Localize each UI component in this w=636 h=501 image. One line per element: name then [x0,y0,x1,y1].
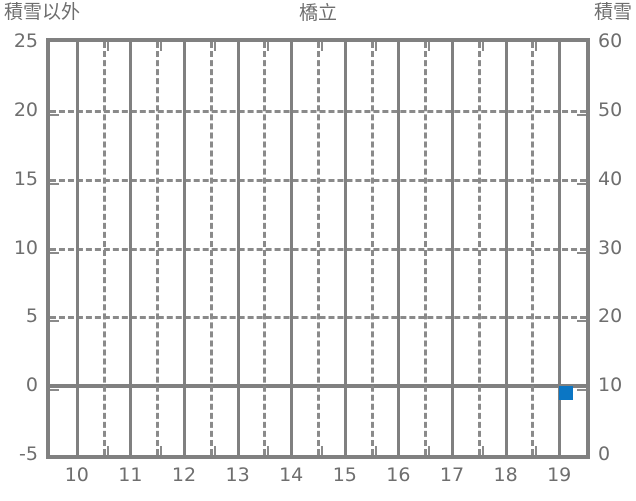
y-axis-right-tick-label: 40 [598,167,623,190]
gridline-vertical-major [451,42,454,455]
gridline-vertical-major [236,42,240,455]
tick-mark-top [428,42,431,51]
gridline-vertical-minor [370,42,374,455]
gridline-vertical-minor [477,42,481,455]
tick-mark-right [577,113,586,116]
tick-mark-bottom [160,446,163,455]
tick-mark-top [213,42,216,51]
gridline-vertical-major [504,42,508,455]
gridline-vertical-major [397,42,401,455]
gridline-vertical-minor [156,42,160,455]
gridline-vertical-minor [317,42,320,455]
tick-mark-left [50,182,59,185]
gridline-vertical-major [183,42,186,455]
x-axis-tick-label: 10 [64,464,89,486]
tick-mark-bottom [481,446,484,455]
tick-mark-left [50,389,59,392]
tick-mark-top [535,42,538,51]
tick-mark-top [160,42,163,51]
x-axis-tick-label: 19 [547,464,572,486]
tick-mark-top [267,42,270,51]
gridline-vertical-major [558,42,562,455]
y-axis-left-tick-label: 20 [13,98,38,121]
tick-mark-right [577,251,586,254]
y-axis-left-tick-label: -5 [19,443,38,465]
tick-mark-top [481,42,484,51]
tick-mark-left [50,113,59,116]
x-axis-tick-label: 15 [332,464,357,486]
y-axis-right-tick-label: 0 [598,443,611,465]
gridline-vertical-minor [263,42,267,455]
data-bar [563,386,569,400]
tick-mark-bottom [267,446,270,455]
gridline-vertical-major [290,42,294,455]
y-axis-left-tick-label: 0 [25,374,38,397]
gridline-vertical-major [343,42,347,455]
plot-area [46,38,590,459]
y-axis-left-tick-label: 10 [13,236,38,259]
gridline-vertical-minor [424,42,428,455]
tick-mark-left [50,251,59,254]
y-axis-right-tick-label: 10 [598,374,623,397]
data-bar [567,386,573,400]
chart-title: 橋立 [298,2,337,24]
x-axis-tick-label: 18 [493,464,518,486]
tick-mark-right [577,182,586,185]
gridline-vertical-minor [209,42,213,455]
tick-mark-bottom [535,446,538,455]
tick-mark-bottom [106,446,109,455]
y-axis-left-tick-label: 25 [13,30,38,52]
gridline-vertical-major [75,42,79,455]
x-axis-tick-label: 16 [386,464,411,486]
right-axis-caption: 積雪 [593,1,632,23]
x-axis-tick-label: 14 [279,464,304,486]
y-axis-left-tick-label: 5 [25,305,38,328]
tick-mark-bottom [374,446,377,455]
y-axis-right-tick-label: 30 [598,236,623,259]
tick-mark-left [50,320,59,323]
gridline-vertical-major [129,42,133,455]
tick-mark-right [577,389,586,392]
y-axis-right-tick-label: 60 [598,30,623,52]
x-axis-tick-label: 17 [439,464,465,486]
left-axis-caption: 積雪以外 [4,1,81,23]
data-bar [558,386,564,400]
y-axis-left-tick-label: 15 [13,167,38,190]
x-axis-tick-label: 11 [118,464,143,486]
gridline-vertical-minor [531,42,535,455]
tick-mark-top [374,42,377,51]
tick-mark-bottom [213,446,216,455]
tick-mark-top [321,42,323,51]
tick-mark-right [577,320,586,323]
y-axis-right-tick-label: 20 [598,305,623,328]
plot-inner [50,42,586,455]
tick-mark-top [106,42,109,51]
tick-mark-bottom [321,446,323,455]
x-axis-tick-label: 13 [225,464,250,486]
tick-mark-bottom [428,446,431,455]
x-axis-tick-label: 12 [171,464,197,486]
y-axis-right-tick-label: 50 [598,98,623,121]
gridline-vertical-minor [102,42,106,455]
